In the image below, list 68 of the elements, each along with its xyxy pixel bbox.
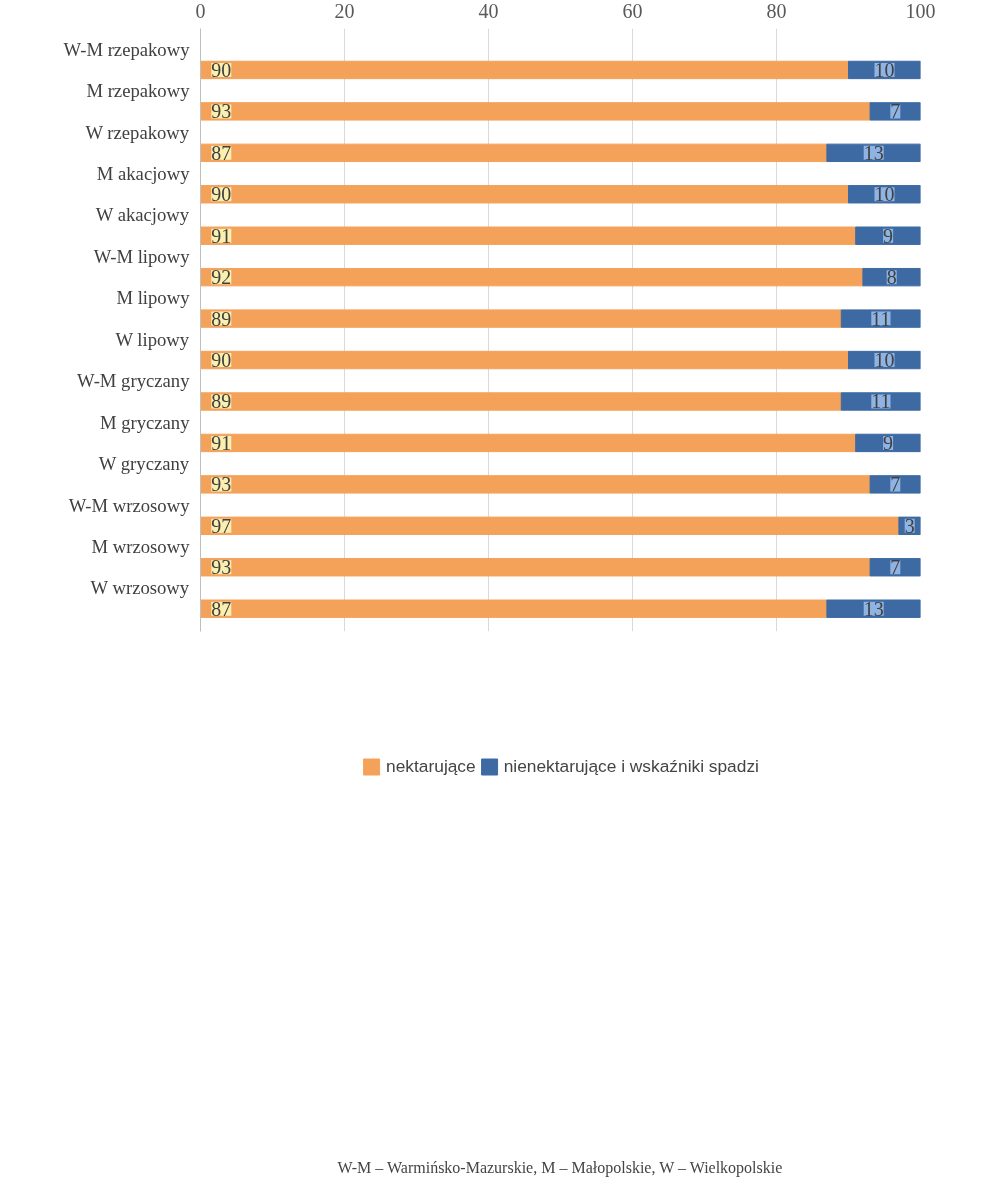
x-tick-label: 100: [905, 0, 936, 22]
bar: [200, 102, 871, 121]
data-label: 7: [890, 473, 901, 496]
data-label: 8: [886, 266, 897, 289]
data-label: 93: [211, 473, 232, 496]
y-tick-label: M wrzosowy: [91, 536, 191, 558]
x-tick-label: 20: [334, 0, 355, 22]
y-tick-label: M akacjowy: [96, 163, 191, 185]
bar: [200, 558, 871, 577]
data-label: 90: [211, 183, 232, 206]
bar: [200, 185, 849, 204]
bar: [862, 267, 921, 287]
legend-label: nienektarujące i wskaźniki spadzi: [503, 755, 759, 777]
data-label: 97: [211, 514, 232, 537]
data-label: 11: [871, 390, 891, 413]
data-label: 90: [211, 58, 232, 81]
bar: [200, 143, 828, 163]
text: W-M – Warmińsko-Mazurskie, M – Małopolskie, W – Wielkopolskie: [337, 1158, 783, 1177]
y-tick-label: W-M wrzosowy: [68, 494, 191, 516]
x-tick-label: 0: [195, 0, 206, 22]
bar: [200, 392, 842, 411]
data-label: 92: [211, 266, 232, 289]
data-label: 89: [211, 390, 232, 413]
bar: [200, 516, 900, 536]
y-tick-label: M rzepakowy: [86, 80, 191, 102]
data-label: 93: [211, 556, 232, 579]
bar: [200, 226, 857, 245]
data-label: 89: [211, 307, 232, 330]
data-label: 7: [890, 100, 901, 123]
bar: [200, 350, 849, 370]
bar: [855, 226, 921, 245]
data-label: 13: [863, 141, 884, 164]
y-tick-label: W lipowy: [115, 328, 190, 350]
data-label: 9: [883, 431, 894, 454]
x-tick-label: 80: [766, 0, 787, 22]
data-label: 87: [211, 597, 232, 620]
legend-label: nektarujące: [386, 755, 476, 777]
y-tick-label: W rzepakowy: [85, 121, 190, 143]
bar: [200, 599, 828, 618]
data-label: 91: [211, 431, 232, 454]
bar: [200, 433, 857, 453]
y-tick-label: W akacjowy: [95, 204, 190, 226]
data-label: 87: [211, 141, 232, 164]
y-tick-label: W-M rzepakowy: [63, 38, 191, 60]
y-tick-label: W-M lipowy: [93, 245, 191, 267]
x-tick-label: 60: [622, 0, 643, 22]
bar: [200, 309, 842, 328]
bar: [200, 475, 871, 494]
y-tick-label: M gryczany: [99, 411, 191, 433]
data-label: 9: [883, 224, 894, 247]
data-label: 7: [890, 556, 901, 579]
data-label: 10: [874, 183, 895, 206]
data-label: 91: [211, 224, 232, 247]
data-label: 90: [211, 349, 232, 372]
y-tick-label: M lipowy: [116, 287, 191, 309]
bar: [200, 267, 864, 287]
data-label: 3: [904, 514, 915, 537]
y-tick-label: W wrzosowy: [90, 577, 190, 599]
y-tick-label: W-M gryczany: [77, 370, 191, 392]
bar: [855, 433, 921, 453]
data-label: 93: [211, 100, 232, 123]
bar: [200, 60, 849, 80]
y-tick-label: W gryczany: [98, 453, 190, 475]
data-label: 13: [863, 597, 884, 620]
data-label: 10: [874, 349, 895, 372]
x-tick-label: 40: [478, 0, 499, 22]
data-label: 11: [871, 307, 891, 330]
data-label: 10: [874, 58, 895, 81]
